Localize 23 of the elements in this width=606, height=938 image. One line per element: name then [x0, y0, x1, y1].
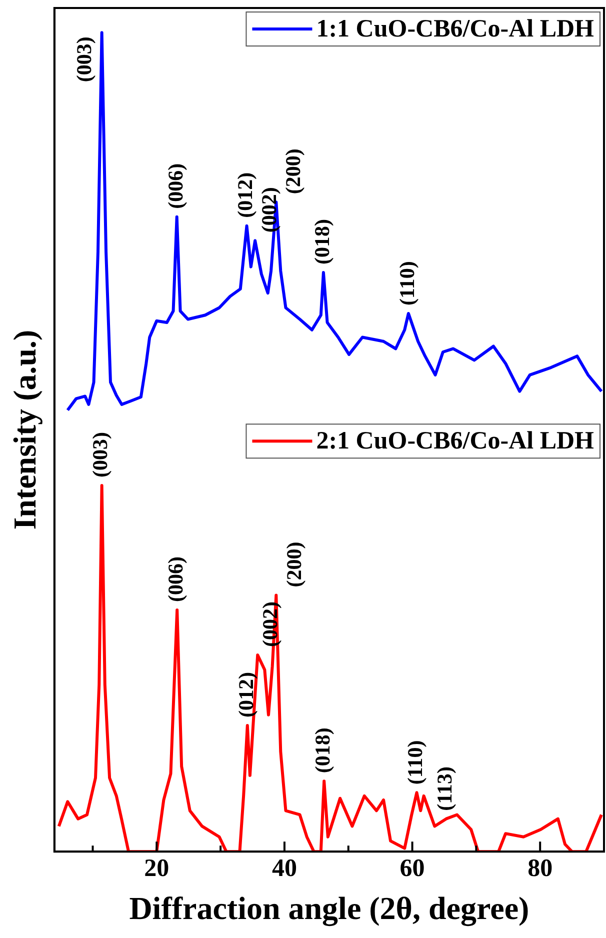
annotation: (003): [88, 432, 112, 478]
x-tick-label: 60: [400, 855, 425, 882]
annotation: (006): [163, 163, 188, 209]
annotation: (006): [164, 556, 188, 602]
annotation: (002): [258, 602, 282, 648]
annotation: (113): [432, 766, 457, 811]
annotation: (012): [234, 672, 258, 718]
x-tick-label: 80: [528, 855, 553, 882]
annotation: (018): [310, 728, 335, 774]
annotation: (012): [233, 172, 258, 218]
x-tick-label: 20: [144, 855, 170, 882]
annotation: (110): [394, 261, 419, 306]
x-tick-label: 40: [272, 855, 297, 882]
annotation: (018): [310, 219, 334, 265]
legend-label: 2:1 CuO-CB6/Co-Al LDH: [316, 428, 595, 455]
annotation: (110): [403, 740, 428, 785]
annotation: (002): [257, 187, 282, 233]
y-axis-title: Intensity (a.u.): [6, 330, 42, 530]
x-axis-title: Diffraction angle (2θ, degree): [129, 890, 530, 928]
legend-label: 1:1 CuO-CB6/Co-Al LDH: [316, 15, 595, 42]
annotation: (200): [281, 148, 306, 194]
annotation: (200): [282, 542, 306, 588]
annotation: (003): [72, 36, 96, 82]
